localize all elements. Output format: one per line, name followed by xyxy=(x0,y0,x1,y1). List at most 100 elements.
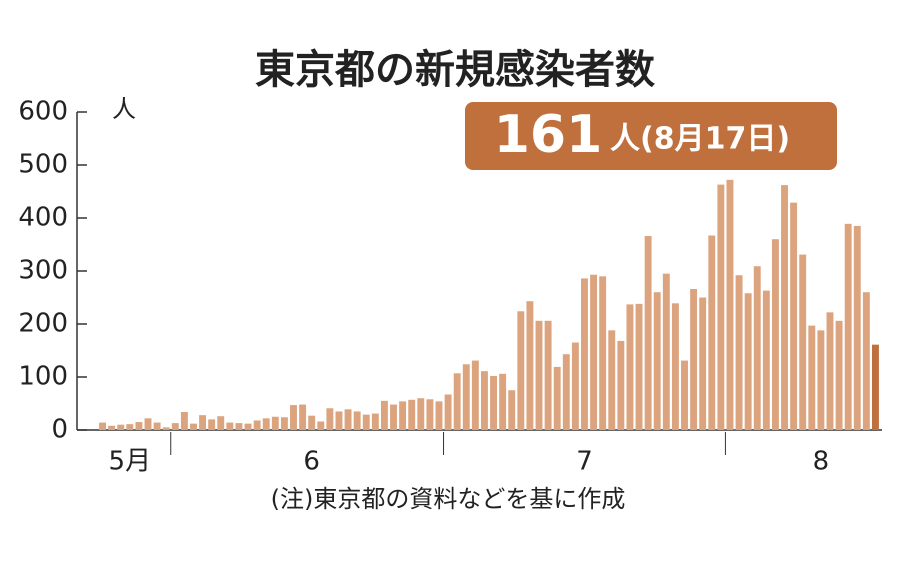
y-tick-label: 300 xyxy=(18,256,68,286)
y-tick-label: 200 xyxy=(18,309,68,339)
bar xyxy=(790,202,798,430)
bar xyxy=(635,303,643,430)
bar xyxy=(126,424,134,430)
chart-title: 東京都の新規感染者数 xyxy=(255,47,655,93)
bar xyxy=(462,364,470,430)
bar xyxy=(826,312,834,430)
bar xyxy=(480,371,488,430)
bar xyxy=(808,325,816,430)
annotation-text: 人(8月17日) xyxy=(610,122,790,157)
bar xyxy=(362,414,370,430)
bar xyxy=(644,236,652,430)
bar xyxy=(781,185,788,430)
bar xyxy=(862,292,870,430)
bar xyxy=(190,423,197,430)
bar xyxy=(235,423,243,430)
y-tick-label: 500 xyxy=(18,150,68,180)
bar xyxy=(108,425,116,430)
bar xyxy=(371,413,379,430)
bar xyxy=(262,418,270,430)
bar xyxy=(571,342,579,430)
bar xyxy=(871,344,879,430)
bar xyxy=(317,421,325,430)
bar xyxy=(153,422,161,430)
bar xyxy=(162,427,170,430)
annotation: 161 人(8月17日) xyxy=(465,102,837,170)
bar xyxy=(653,292,661,430)
y-unit: 人 xyxy=(112,95,136,123)
bar xyxy=(299,404,307,430)
bar xyxy=(662,273,670,430)
bar xyxy=(799,254,807,430)
bar xyxy=(708,235,716,430)
x-tick-label: 7 xyxy=(576,447,593,477)
bar xyxy=(490,375,498,430)
bar xyxy=(99,422,107,430)
y-tick-label: 0 xyxy=(51,415,68,445)
bar xyxy=(535,320,543,430)
bar xyxy=(444,394,452,430)
bar xyxy=(226,422,234,430)
bar xyxy=(135,422,143,430)
bar xyxy=(553,366,561,430)
bar xyxy=(290,405,297,430)
bar xyxy=(744,293,752,430)
bar xyxy=(590,274,598,430)
note: (注)東京都の資料などを基に作成 xyxy=(271,485,626,513)
bar xyxy=(217,416,225,430)
bar xyxy=(608,330,616,430)
bar xyxy=(699,297,707,430)
bar xyxy=(271,416,279,430)
bar xyxy=(508,390,516,430)
bar xyxy=(417,398,425,430)
bar xyxy=(617,340,625,430)
x-tick-label: 8 xyxy=(813,447,830,477)
bar xyxy=(326,408,334,430)
x-tick-label: 5月 xyxy=(109,447,152,477)
bar xyxy=(380,400,388,430)
bar xyxy=(853,225,861,430)
bar xyxy=(471,360,479,430)
bar xyxy=(581,278,588,430)
bar xyxy=(171,423,179,430)
bar xyxy=(544,320,552,430)
bar xyxy=(681,360,688,430)
bar xyxy=(671,303,679,430)
bar xyxy=(208,419,216,430)
bar xyxy=(499,373,507,430)
annotation-value: 161 xyxy=(494,105,603,165)
bar xyxy=(199,415,207,430)
bar xyxy=(753,266,761,430)
bar xyxy=(426,399,434,430)
annotation-box xyxy=(465,102,837,170)
bar xyxy=(517,311,525,430)
bar xyxy=(353,411,361,430)
bar xyxy=(453,373,461,430)
bar xyxy=(117,424,125,430)
x-tick-label: 6 xyxy=(303,447,320,477)
bar xyxy=(244,423,252,430)
bar xyxy=(253,420,261,430)
bar xyxy=(599,276,607,430)
bar xyxy=(690,289,698,430)
bar xyxy=(844,223,852,430)
y-tick-label: 400 xyxy=(18,203,68,233)
bar xyxy=(726,179,734,430)
bar xyxy=(180,411,188,430)
bar xyxy=(435,401,443,430)
bar xyxy=(526,301,534,430)
bar xyxy=(762,290,770,430)
bar xyxy=(735,275,743,430)
bar xyxy=(335,411,343,430)
bar xyxy=(835,320,843,430)
bar xyxy=(280,417,288,430)
bar xyxy=(771,239,779,430)
y-tick-label: 100 xyxy=(18,362,68,392)
bar xyxy=(344,409,352,430)
bar xyxy=(626,304,634,430)
y-tick-label: 600 xyxy=(18,97,68,127)
bar xyxy=(817,330,825,430)
bar xyxy=(717,184,725,430)
bar xyxy=(399,401,407,430)
